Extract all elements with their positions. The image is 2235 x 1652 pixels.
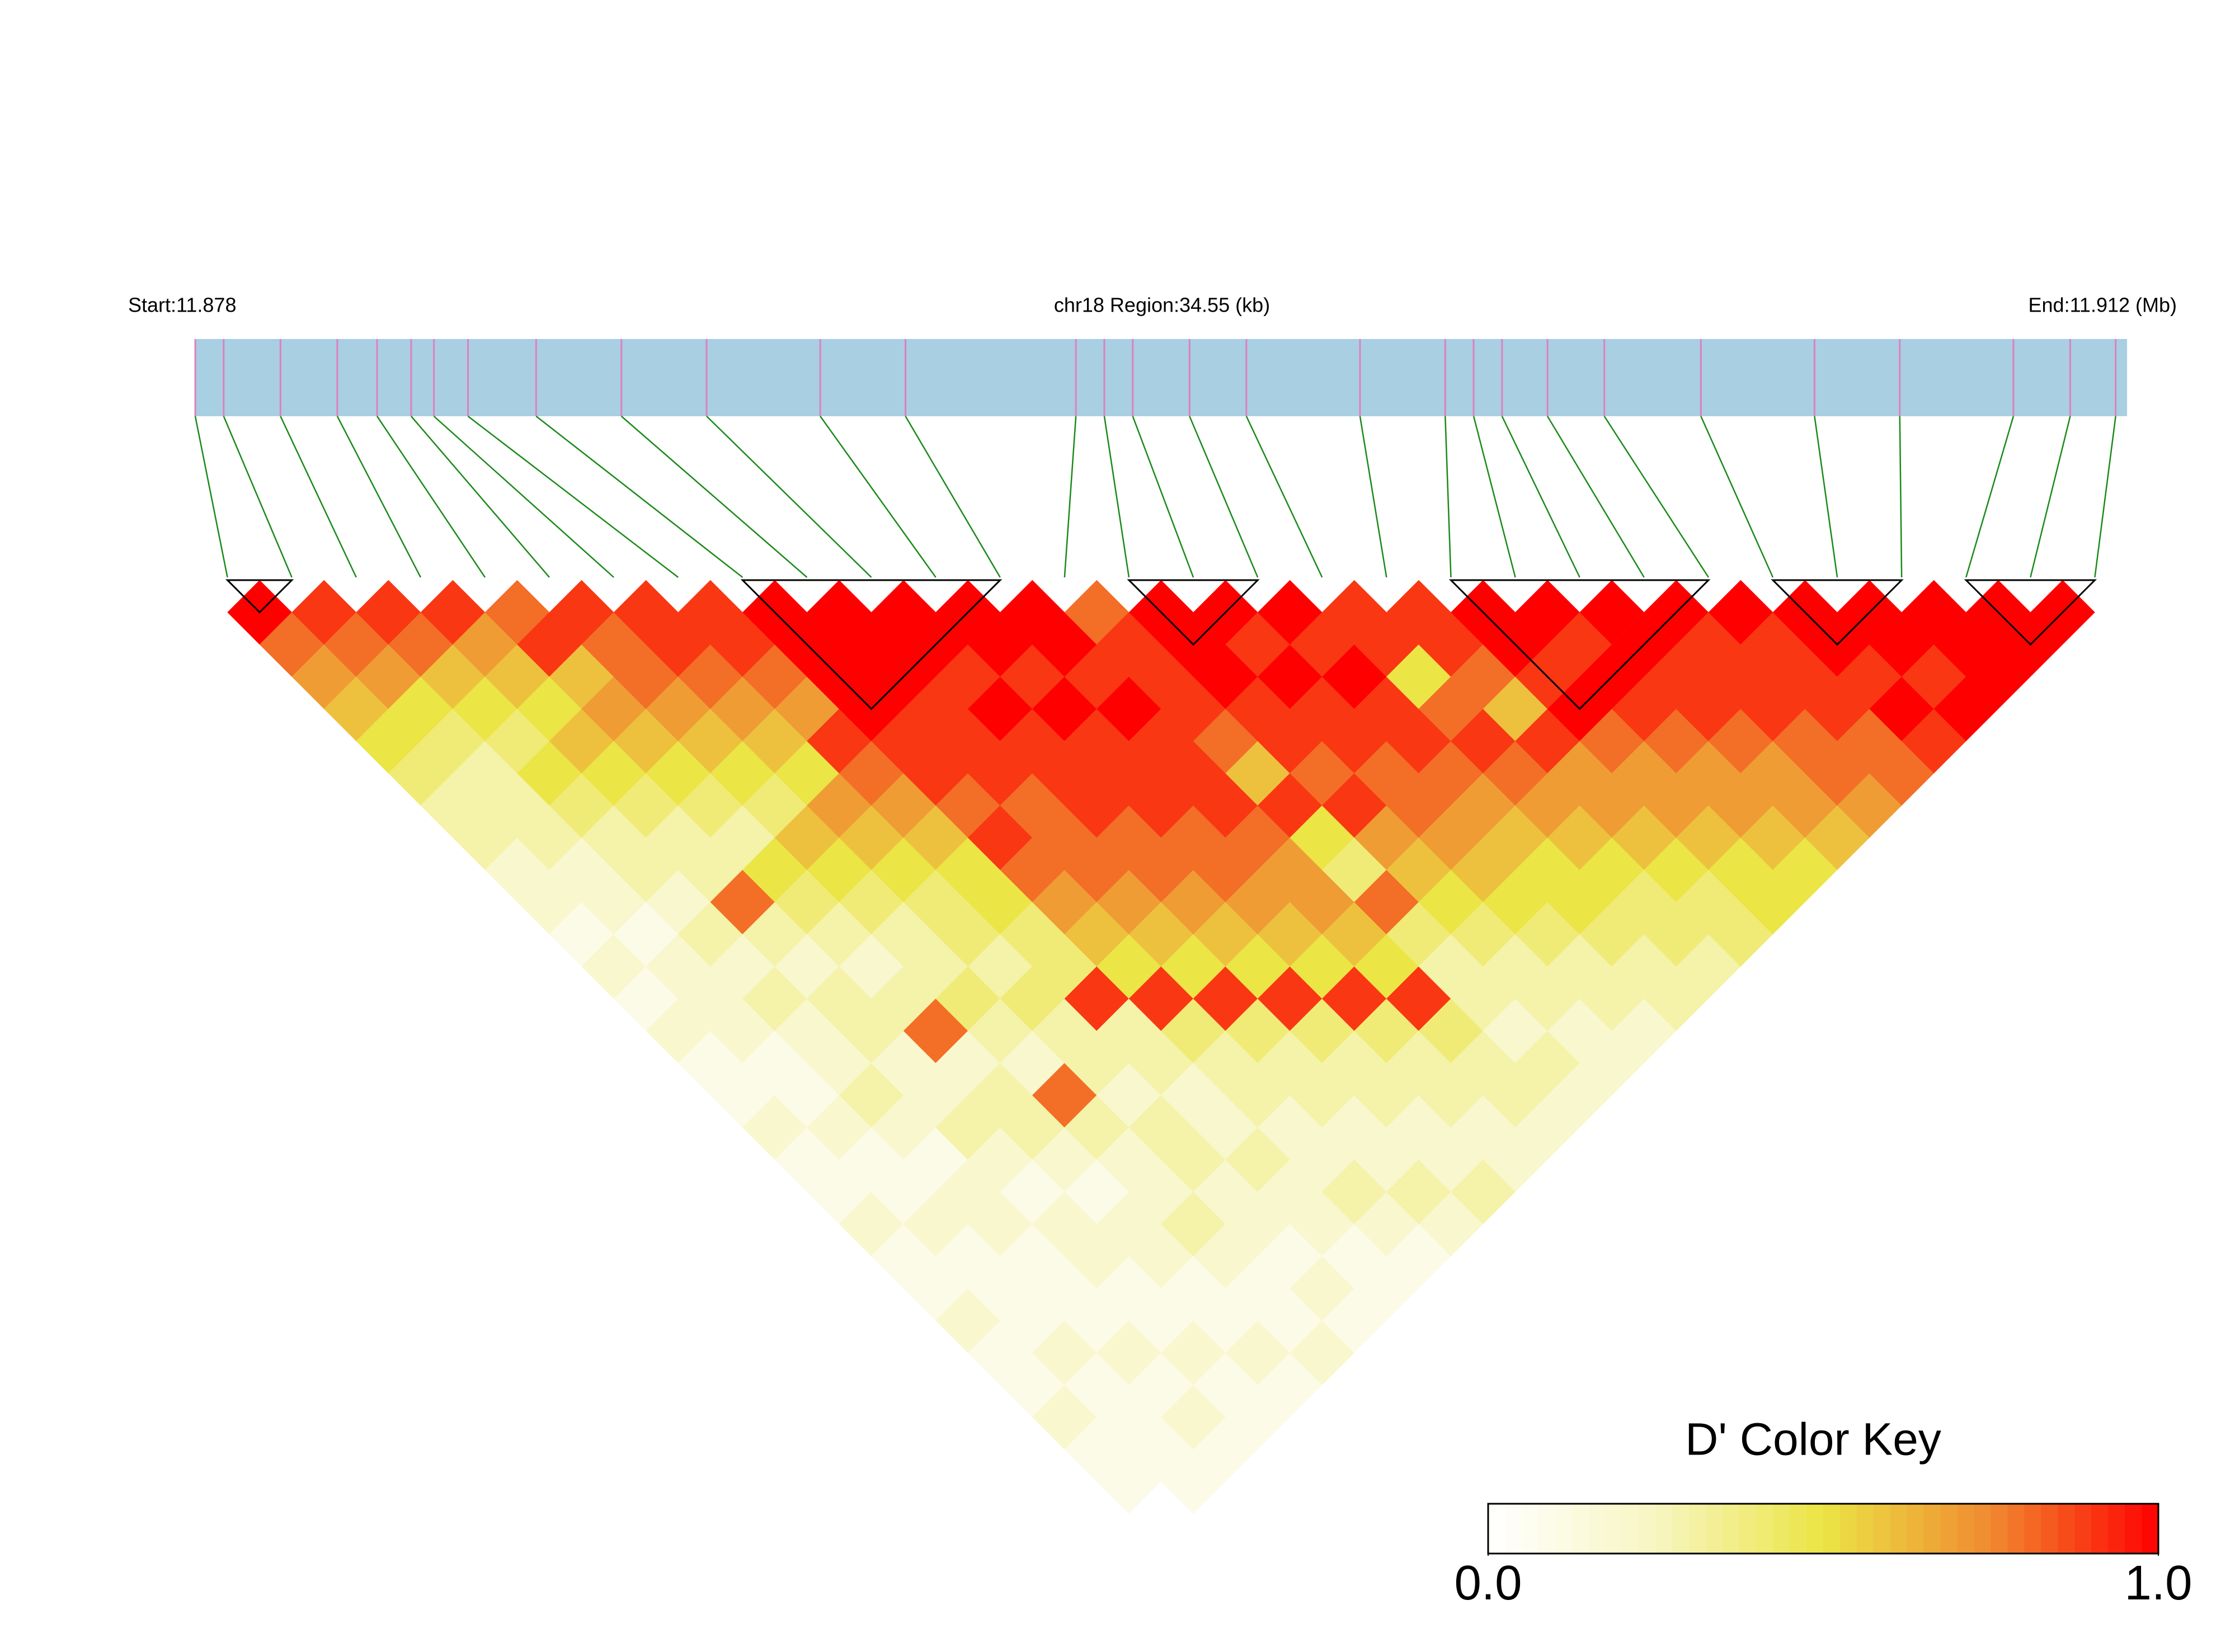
key-swatch bbox=[1689, 1504, 1706, 1554]
key-swatch bbox=[1839, 1504, 1857, 1554]
key-swatch bbox=[2125, 1504, 2142, 1554]
key-swatch bbox=[2074, 1504, 2092, 1554]
snp-connector bbox=[467, 416, 679, 578]
key-tick-label: 1.0 bbox=[2125, 1556, 2192, 1610]
ld-block bbox=[740, 579, 1003, 710]
key-title: D' Color Key bbox=[1685, 1414, 1941, 1465]
key-swatch bbox=[1991, 1504, 2008, 1554]
snp-connector bbox=[194, 416, 228, 578]
key-swatch bbox=[1957, 1504, 1975, 1554]
key-swatch bbox=[1856, 1504, 1874, 1554]
key-tick-label: 0.0 bbox=[1455, 1556, 1522, 1610]
snp-connector bbox=[1245, 416, 1323, 578]
snp-connector bbox=[1103, 416, 1130, 578]
key-swatch bbox=[1655, 1504, 1673, 1554]
key-swatch bbox=[1790, 1504, 1807, 1554]
ld-block bbox=[225, 579, 294, 614]
snp-connector bbox=[1547, 416, 1645, 578]
snp-connector bbox=[1444, 416, 1452, 578]
snp-connector bbox=[1064, 416, 1077, 578]
snp-connector bbox=[706, 416, 872, 578]
snp-connector bbox=[223, 416, 293, 578]
snp-connector bbox=[905, 416, 1001, 578]
key-swatch bbox=[2041, 1504, 2058, 1554]
key-swatch bbox=[2108, 1504, 2125, 1554]
snp-connector bbox=[1359, 416, 1387, 578]
key-frame bbox=[1487, 1503, 2159, 1555]
key-swatch bbox=[1890, 1504, 1908, 1554]
key-swatch bbox=[2142, 1504, 2159, 1554]
snp-connector bbox=[376, 416, 486, 578]
snp-connector bbox=[1603, 416, 1709, 578]
key-swatch bbox=[1588, 1504, 1606, 1554]
region-label: chr18 Region:34.55 (kb) bbox=[1054, 294, 1270, 317]
snp-connector bbox=[1472, 416, 1516, 578]
snp-connector bbox=[1700, 416, 1774, 578]
region-bar bbox=[195, 339, 2127, 416]
snp-connector bbox=[410, 416, 550, 578]
key-swatch bbox=[1622, 1504, 1640, 1554]
ld-block bbox=[1771, 579, 1904, 646]
key-swatch bbox=[1555, 1504, 1573, 1554]
key-swatch bbox=[1907, 1504, 1925, 1554]
snp-connector bbox=[336, 416, 421, 578]
key-swatch bbox=[1538, 1504, 1556, 1554]
key-swatch bbox=[1773, 1504, 1790, 1554]
key-swatch bbox=[1739, 1504, 1757, 1554]
key-swatch bbox=[1940, 1504, 1958, 1554]
snp-connector bbox=[1132, 416, 1194, 578]
key-swatch bbox=[1974, 1504, 1991, 1554]
key-swatch bbox=[1873, 1504, 1891, 1554]
key-swatch bbox=[2058, 1504, 2075, 1554]
snp-connector bbox=[280, 416, 357, 578]
snp-connector bbox=[1501, 416, 1580, 578]
snp-connector bbox=[820, 416, 937, 578]
key-swatch bbox=[1923, 1504, 1941, 1554]
key-swatch bbox=[1672, 1504, 1690, 1554]
ld-block bbox=[1964, 579, 2097, 646]
key-swatch bbox=[2091, 1504, 2109, 1554]
start-label: Start:11.878 bbox=[128, 294, 236, 317]
key-swatch bbox=[2024, 1504, 2041, 1554]
snp-connector bbox=[2094, 416, 2116, 578]
snp-connector bbox=[620, 416, 808, 578]
snp-connector bbox=[535, 416, 744, 578]
key-swatch bbox=[1571, 1504, 1589, 1554]
ld-block bbox=[1448, 579, 1711, 710]
snp-connector bbox=[1814, 416, 1838, 578]
key-swatch bbox=[1823, 1504, 1841, 1554]
snp-connector bbox=[1965, 416, 2015, 578]
key-swatch bbox=[1605, 1504, 1623, 1554]
key-swatch bbox=[1504, 1504, 1522, 1554]
key-swatch bbox=[1488, 1504, 1505, 1554]
ld-block bbox=[1127, 579, 1260, 646]
key-swatch bbox=[1639, 1504, 1656, 1554]
snp-connector bbox=[1189, 416, 1259, 578]
snp-connector bbox=[433, 416, 614, 578]
end-label: End:11.912 (Mb) bbox=[2029, 294, 2177, 317]
key-swatch bbox=[1521, 1504, 1539, 1554]
key-swatch bbox=[1723, 1504, 1740, 1554]
key-swatch bbox=[1706, 1504, 1723, 1554]
key-swatch bbox=[1806, 1504, 1824, 1554]
key-swatch bbox=[1756, 1504, 1773, 1554]
snp-connector bbox=[1899, 416, 1903, 578]
snp-connector bbox=[2030, 416, 2071, 578]
key-swatch bbox=[2007, 1504, 2025, 1554]
